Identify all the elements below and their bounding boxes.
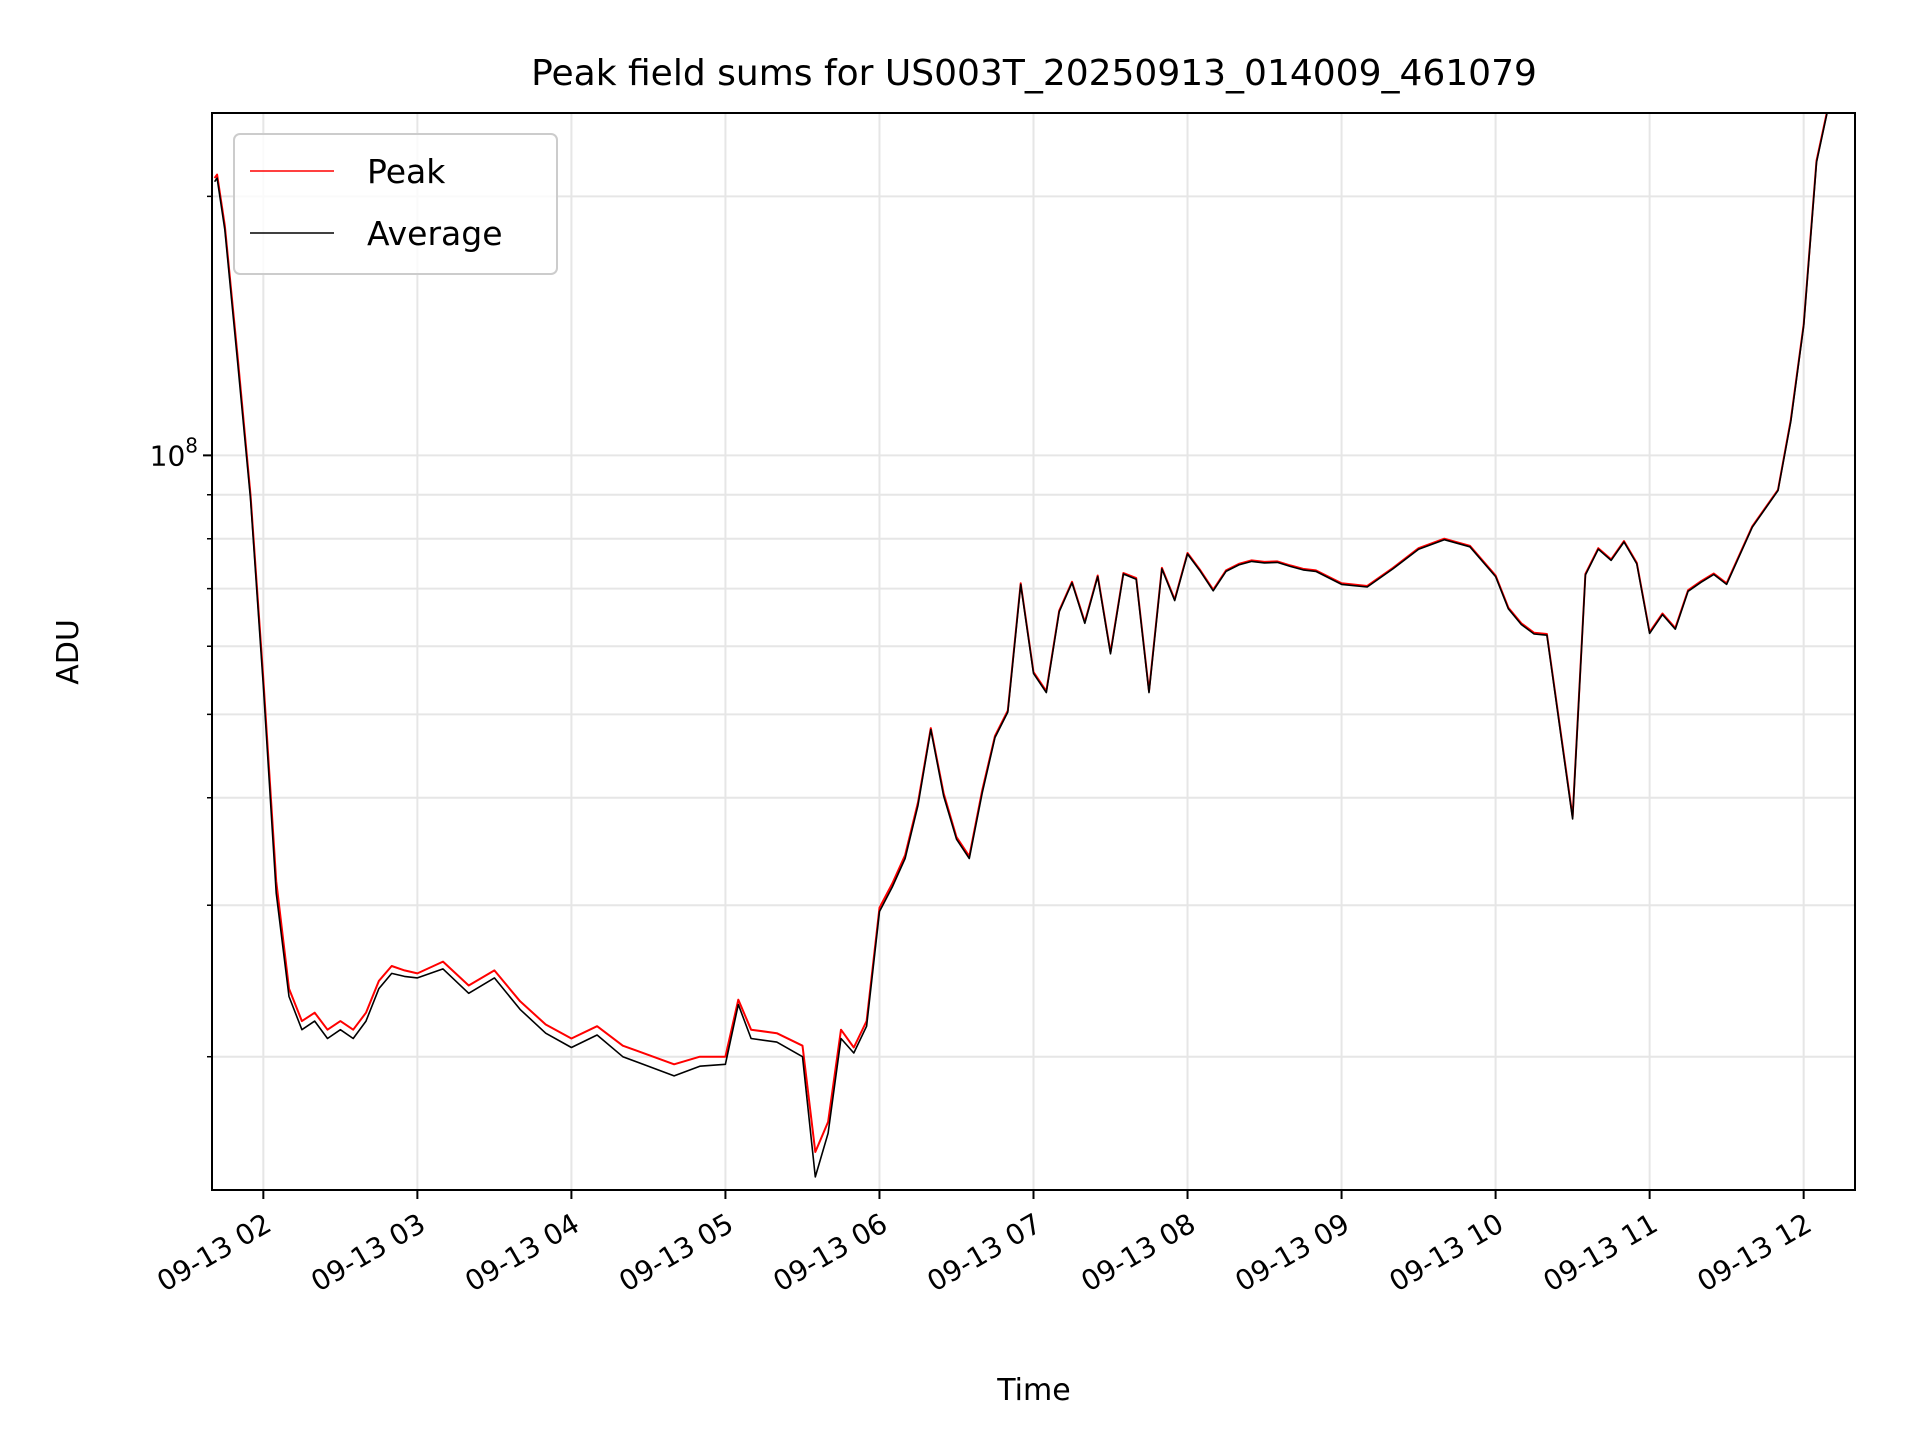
legend: Peak Average xyxy=(233,133,558,275)
legend-average-label: Average xyxy=(367,214,503,253)
series-layer xyxy=(213,113,1828,1178)
series-line-average xyxy=(213,113,1828,1178)
legend-box xyxy=(233,133,558,275)
y-axis-label: ADU xyxy=(51,619,86,685)
x-axis-label: Time xyxy=(996,1373,1070,1408)
chart-title: Peak field sums for US003T_20250913_0140… xyxy=(531,53,1537,94)
grid xyxy=(212,113,1855,1190)
y-tick-label: 108 xyxy=(150,433,198,472)
legend-peak-label: Peak xyxy=(367,152,446,191)
